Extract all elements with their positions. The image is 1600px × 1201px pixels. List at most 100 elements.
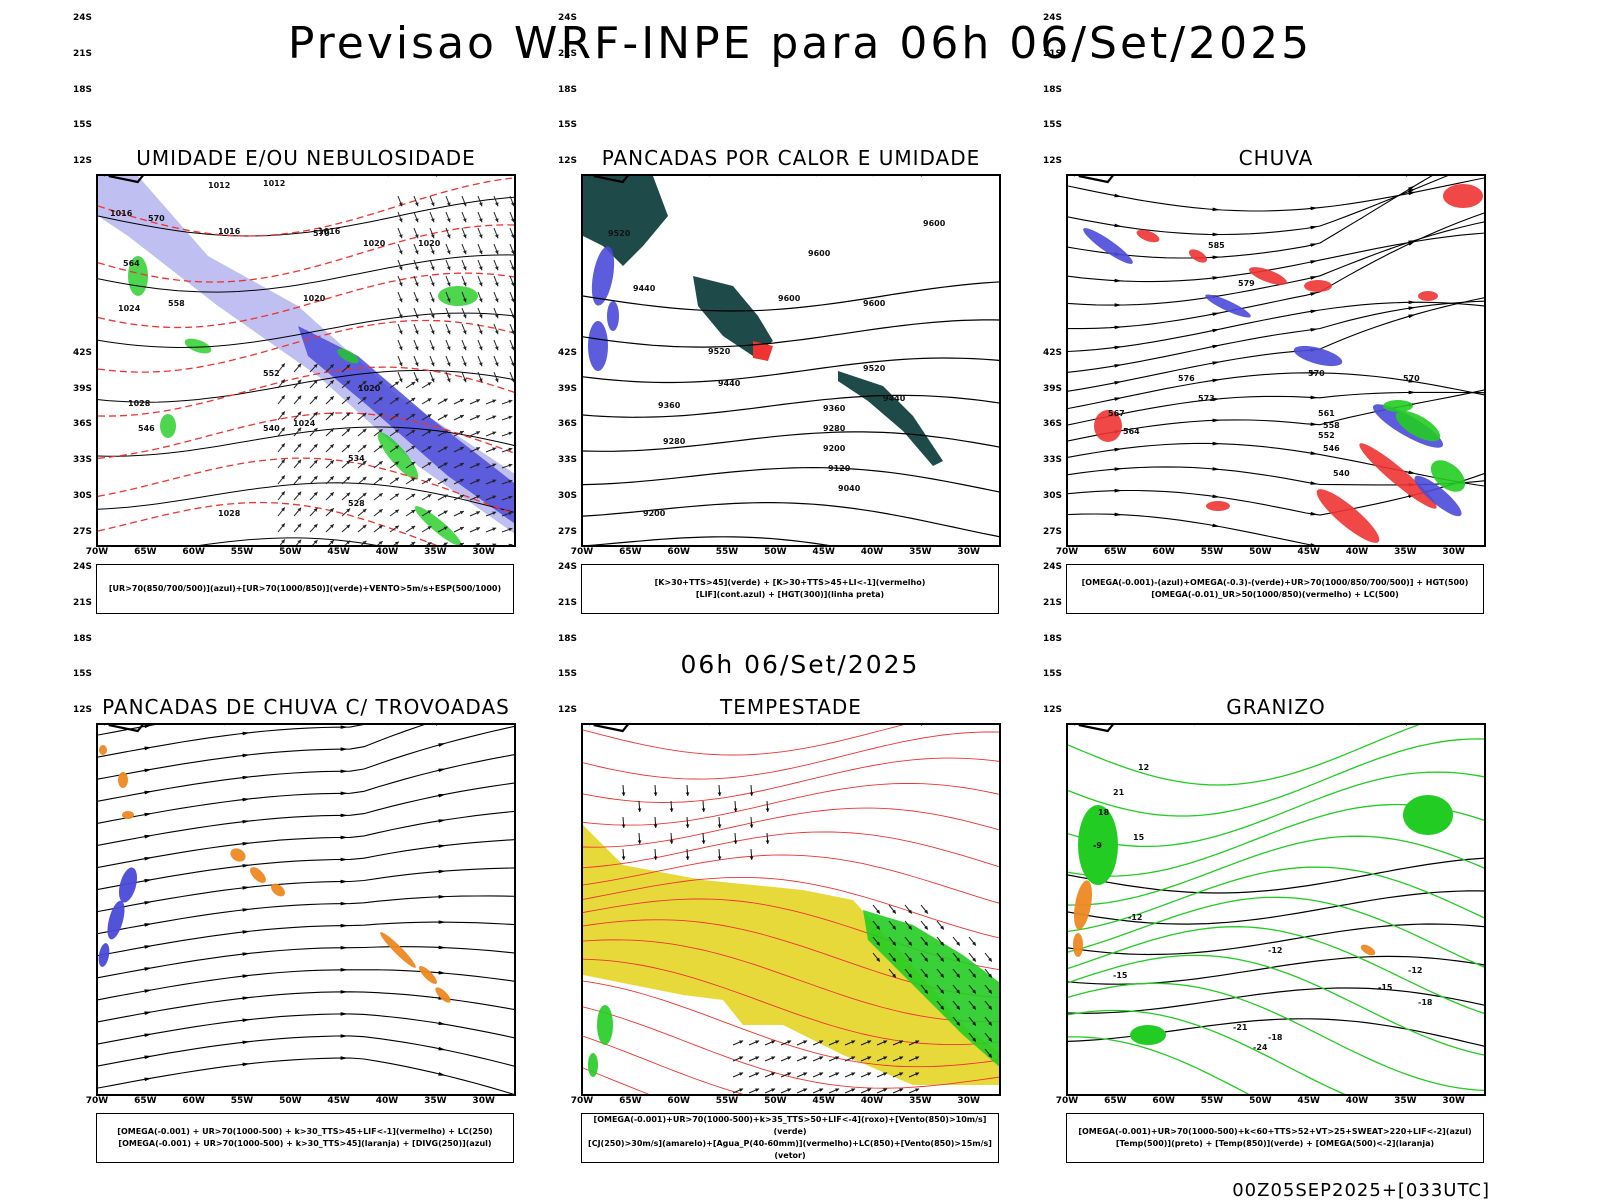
lon-axis: 70W 65W 60W 55W 50W 45W 40W 35W 30W [571, 1096, 1001, 1110]
stream-arrow [1310, 371, 1318, 375]
wind-arrowhead [972, 973, 976, 978]
wind-arrowhead [411, 461, 416, 466]
wind-arrowhead [378, 445, 383, 449]
wind-arrowhead [459, 526, 464, 531]
wind-arrowhead [394, 477, 399, 482]
lat-label: 15S [1042, 669, 1062, 680]
wind-arrowhead [362, 444, 367, 449]
map-area[interactable]: 1012 1012 1016 1016 1016 1020 1020 1020 1020 1024… [96, 174, 516, 547]
wind-arrowhead [430, 362, 435, 367]
stream-arrow [1408, 185, 1416, 191]
stream-arrow [1212, 207, 1220, 212]
stream-arrow [242, 797, 250, 802]
lon-label: 65W [1104, 547, 1127, 557]
streamline [98, 867, 514, 913]
wind-arrowhead [430, 250, 435, 255]
streamline [1068, 176, 1449, 236]
country-border [1078, 176, 1114, 184]
wind-arrowhead [378, 509, 383, 513]
contour-label: 579 [1238, 279, 1255, 288]
wind-arrowhead [313, 395, 318, 400]
stream-arrow [340, 835, 348, 840]
thunder-orange-cells-cell [118, 772, 128, 788]
map-area[interactable]: 9600 9600 9600 9600 9520 9520 9520 9440 9440 9440… [581, 174, 1001, 547]
lon-axis: 70W 65W 60W 55W 50W 45W 40W 35W 30W [571, 547, 1001, 561]
wind-arrowhead [685, 792, 690, 796]
contour-label: 1016 [218, 227, 241, 236]
wind-arrowhead [462, 298, 467, 303]
stream-arrow [340, 747, 348, 751]
wind-arrowhead [362, 380, 367, 385]
wind-arrowhead [476, 511, 481, 515]
map-base [588, 725, 923, 733]
contour-line [583, 958, 999, 1046]
lat-label: 21S [1042, 48, 1062, 59]
humidity-green-cells-cell [337, 348, 359, 364]
wind-arrowhead [924, 925, 928, 930]
contour-label: -12 [1128, 913, 1142, 922]
thunder-orange-cells-cell [419, 966, 437, 984]
wind-vectors-north [397, 195, 514, 383]
contour-label: -12 [1408, 966, 1422, 975]
wind-arrowhead [398, 362, 403, 367]
wind-arrowhead [362, 540, 367, 545]
contour-line [1068, 890, 1484, 925]
stream-arrow [340, 725, 348, 729]
wind-arrowhead [915, 1056, 920, 1060]
stream-arrow [1212, 344, 1220, 349]
wind-arrowhead [313, 427, 318, 432]
contour-line [583, 757, 999, 803]
wind-arrowhead [378, 397, 383, 401]
lat-label: 12S [72, 705, 92, 716]
omega500-orange-cells-cell [1074, 880, 1092, 930]
streamline [1068, 297, 1484, 392]
contour-line [98, 457, 514, 515]
wind-arrowhead [510, 282, 514, 287]
wind-arrowhead [494, 218, 499, 223]
wind850-vectors-north [621, 784, 770, 861]
wind-arrowhead [510, 314, 514, 319]
stream-arrow [144, 945, 152, 949]
wind-arrowhead [329, 428, 334, 433]
stream-arrow [144, 812, 152, 817]
lon-axis: 70W 65W 60W 55W 50W 45W 40W 35W 30W [86, 547, 516, 561]
wind-arrowhead [443, 414, 448, 419]
wind-arrowhead [427, 478, 432, 482]
divergence-blue-cells-cell [118, 867, 138, 903]
wind-arrowhead [508, 431, 513, 436]
wind-arrowhead [414, 298, 419, 303]
map-area[interactable] [581, 723, 1001, 1096]
map-area[interactable]: 585 579 576 573 570 567 564 561 558 552 546 540 570 [1066, 174, 1486, 547]
contour-line [98, 501, 438, 545]
panel-legend: [OMEGA(-0.001)+UR>70(1000-500)+k<60+TTS>… [1066, 1113, 1484, 1163]
wind-arrowhead [876, 941, 880, 946]
contour-label: 1024 [118, 304, 141, 313]
wind-arrowhead [281, 363, 285, 368]
wind-arrowhead [876, 957, 880, 962]
contour-label: 1012 [208, 181, 230, 190]
map-area[interactable]: -9 -12 -12 -12 -15 -15 -18 -18 -21 -24 21 18 15 12 [1066, 723, 1486, 1096]
map-area[interactable] [96, 723, 516, 1096]
contour-line [583, 854, 999, 904]
contour-line [98, 196, 514, 237]
wind-arrowhead [510, 218, 514, 223]
wind-arrowhead [394, 397, 399, 402]
wind-arrowhead [297, 523, 302, 528]
stream-arrow [340, 990, 348, 994]
legend-line-1: [UR>70(850/700/500)](azul)+[UR>70(1000/8… [108, 584, 502, 593]
lat-label: 30S [1042, 490, 1062, 501]
lon-label: 45W [327, 1096, 350, 1106]
map-base [1073, 725, 1408, 733]
wind-arrowhead [851, 1056, 856, 1060]
wind-arrowhead [733, 808, 738, 812]
contour-label: 558 [168, 299, 185, 308]
contour-label: 558 [1323, 421, 1340, 430]
stream-arrow [1310, 543, 1315, 545]
humidity-green-cells-cell [184, 338, 212, 354]
wind-arrowhead [427, 398, 432, 402]
wind850-green-small-cell [588, 1053, 598, 1077]
lon-label: 55W [230, 547, 254, 557]
wind-arrowhead [494, 330, 499, 335]
lon-label: 30W [472, 1096, 495, 1106]
wind-arrowhead [892, 925, 896, 930]
